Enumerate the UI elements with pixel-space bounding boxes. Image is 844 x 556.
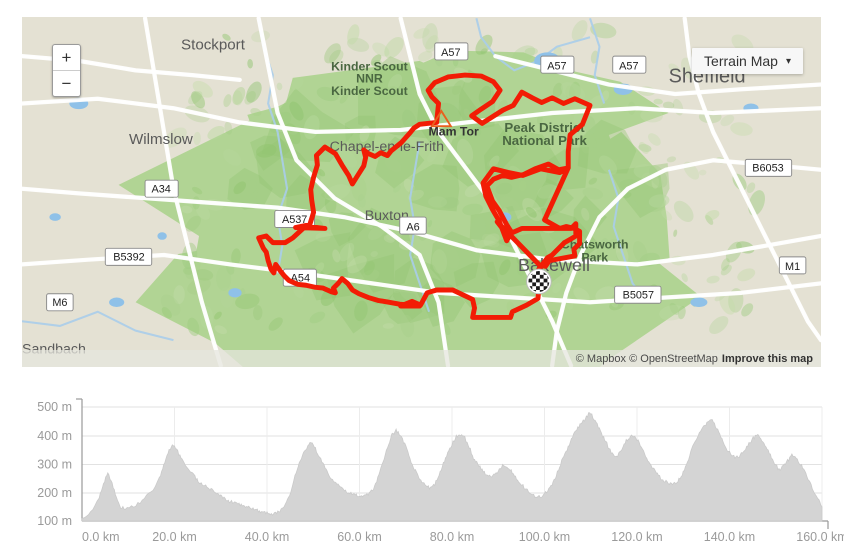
svg-text:A6: A6 [406,221,419,233]
svg-text:B5392: B5392 [113,252,144,264]
svg-text:20.0 km: 20.0 km [152,530,196,544]
svg-text:Kinder Scout: Kinder Scout [331,84,408,98]
svg-text:B6053: B6053 [752,163,783,175]
svg-text:M1: M1 [785,261,800,273]
svg-text:100 m: 100 m [37,514,72,528]
svg-text:200 m: 200 m [37,486,72,500]
svg-text:300 m: 300 m [37,458,72,472]
svg-text:60.0 km: 60.0 km [337,530,381,544]
svg-text:160.0 km: 160.0 km [796,530,844,544]
svg-text:Park: Park [581,251,608,265]
svg-text:A34: A34 [151,183,170,195]
svg-text:National Park: National Park [502,133,587,148]
svg-text:A57: A57 [547,60,566,72]
svg-text:140.0 km: 140.0 km [704,530,755,544]
svg-text:100.0 km: 100.0 km [519,530,570,544]
svg-text:A57: A57 [619,60,638,72]
svg-text:Wilmslow: Wilmslow [129,131,193,148]
svg-text:A57: A57 [441,47,460,59]
svg-text:40.0 km: 40.0 km [245,530,289,544]
svg-text:Stockport: Stockport [181,37,246,54]
svg-text:0.0 km: 0.0 km [82,530,120,544]
svg-text:B5057: B5057 [623,290,654,302]
svg-text:400 m: 400 m [37,429,72,443]
svg-text:120.0 km: 120.0 km [611,530,662,544]
svg-text:500 m: 500 m [37,400,72,414]
svg-text:M6: M6 [52,297,67,309]
svg-text:80.0 km: 80.0 km [430,530,474,544]
